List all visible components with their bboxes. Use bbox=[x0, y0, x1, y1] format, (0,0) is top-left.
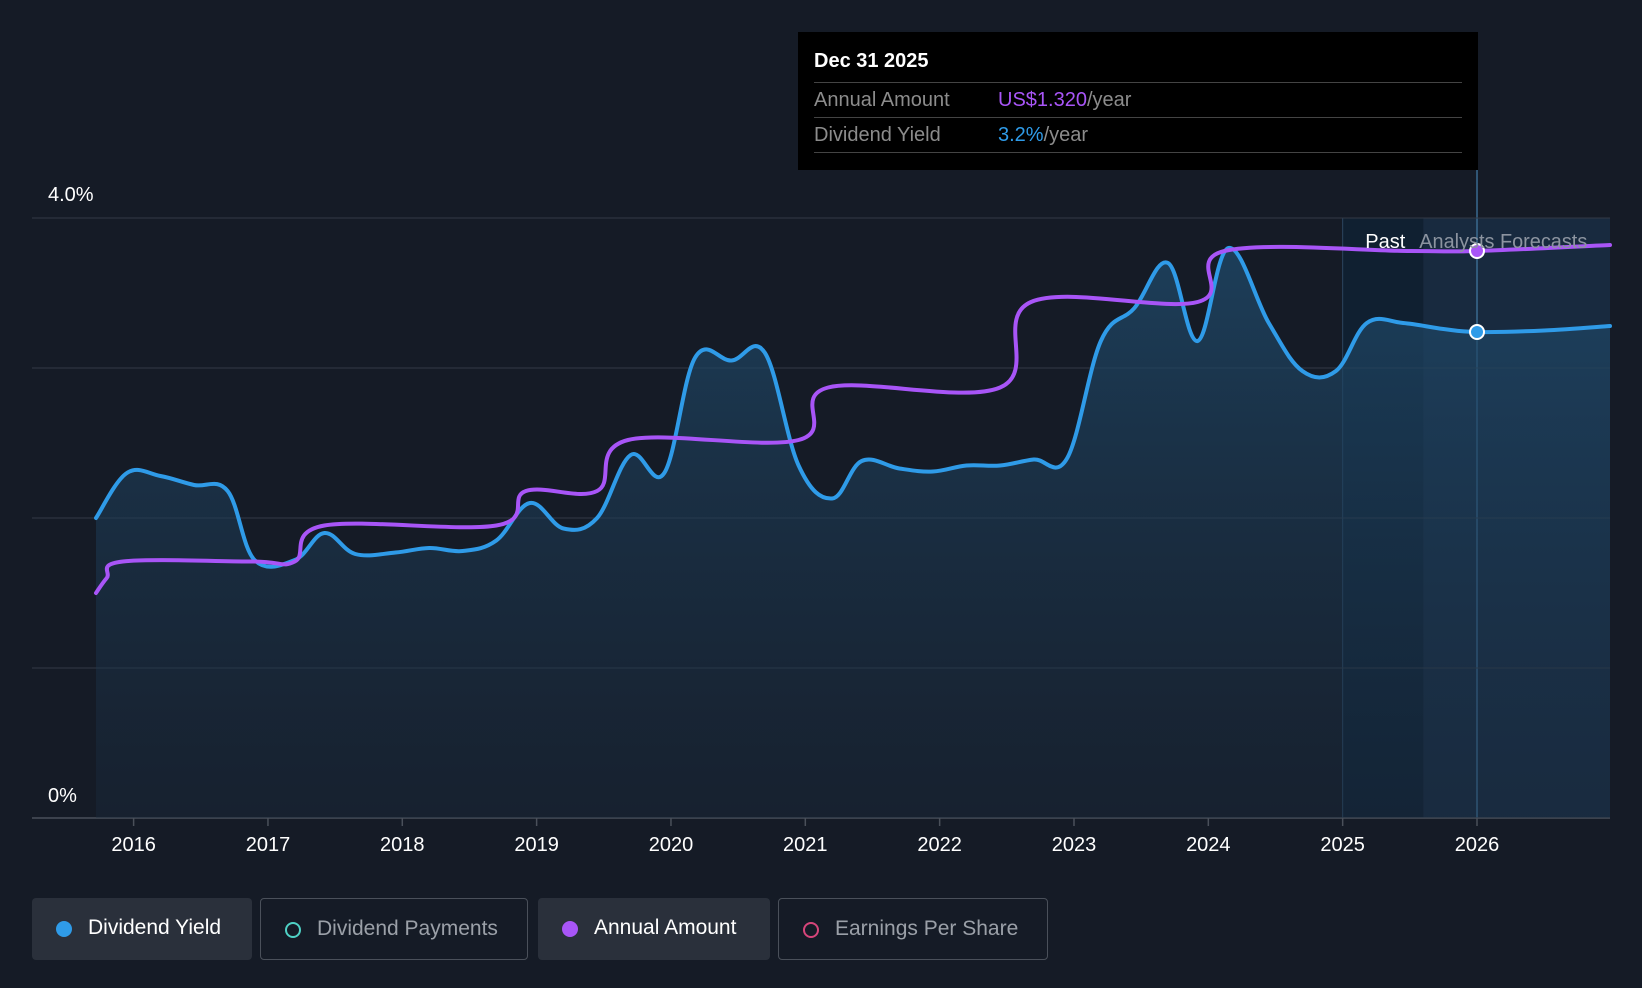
dividend-yield-marker bbox=[1469, 324, 1486, 340]
dividend-yield-area bbox=[96, 247, 1610, 818]
annual-amount-marker bbox=[1469, 243, 1486, 259]
tooltip-value: US$1.320 bbox=[998, 89, 1087, 111]
tooltip-value: 3.2% bbox=[998, 124, 1044, 146]
annual-amount-line bbox=[94, 243, 1612, 595]
legend-label: Annual Amount bbox=[594, 916, 737, 939]
tooltip-date: Dec 31 2025 bbox=[814, 46, 1462, 83]
legend-label: Earnings Per Share bbox=[835, 917, 1019, 940]
x-tick-label: 2025 bbox=[1320, 834, 1365, 856]
legend-dividend-payments-button[interactable]: Dividend Payments bbox=[260, 898, 528, 960]
x-tick-label: 2023 bbox=[1052, 834, 1097, 856]
tooltip-label: Dividend Yield bbox=[814, 124, 941, 146]
x-tick-label: 2021 bbox=[783, 834, 828, 856]
tooltip-unit: /year bbox=[1043, 124, 1089, 146]
y-axis-label-bottom: 0% bbox=[48, 785, 77, 807]
dividend-yield-line bbox=[94, 246, 1612, 569]
x-tick-label: 2026 bbox=[1455, 834, 1500, 856]
y-axis-label-top: 4.0% bbox=[48, 184, 94, 206]
x-tick-label: 2017 bbox=[246, 834, 291, 856]
past-label: Past bbox=[1365, 231, 1405, 253]
x-tick-label: 2020 bbox=[649, 834, 694, 856]
x-tick-label: 2019 bbox=[514, 834, 559, 856]
legend-earnings-per-share-button[interactable]: Earnings Per Share bbox=[778, 898, 1048, 960]
legend-label: Dividend Yield bbox=[88, 916, 222, 939]
x-tick-label: 2018 bbox=[380, 834, 425, 856]
forecast-label: Analysts Forecasts bbox=[1419, 231, 1587, 253]
hollow-dot-icon bbox=[285, 922, 301, 938]
hollow-dot-icon bbox=[803, 922, 819, 938]
x-tick-label: 2024 bbox=[1186, 834, 1231, 856]
x-tick-label: 2016 bbox=[111, 834, 156, 856]
tooltip-row-dividend-yield: Dividend Yield 3.2%/year bbox=[814, 118, 1462, 153]
legend-label: Dividend Payments bbox=[317, 917, 498, 940]
tooltip-label: Annual Amount bbox=[814, 89, 950, 111]
tooltip-unit: /year bbox=[1086, 89, 1132, 111]
legend-annual-amount-button[interactable]: Annual Amount bbox=[538, 898, 770, 960]
legend-dividend-yield-button[interactable]: Dividend Yield bbox=[32, 898, 252, 960]
filled-dot-icon bbox=[562, 921, 578, 937]
tooltip-row-annual-amount: Annual Amount US$1.320/year bbox=[814, 83, 1462, 118]
x-tick-label: 2022 bbox=[917, 834, 962, 856]
tooltip: Dec 31 2025 Annual Amount US$1.320/year D… bbox=[798, 32, 1478, 170]
filled-dot-icon bbox=[56, 921, 72, 937]
